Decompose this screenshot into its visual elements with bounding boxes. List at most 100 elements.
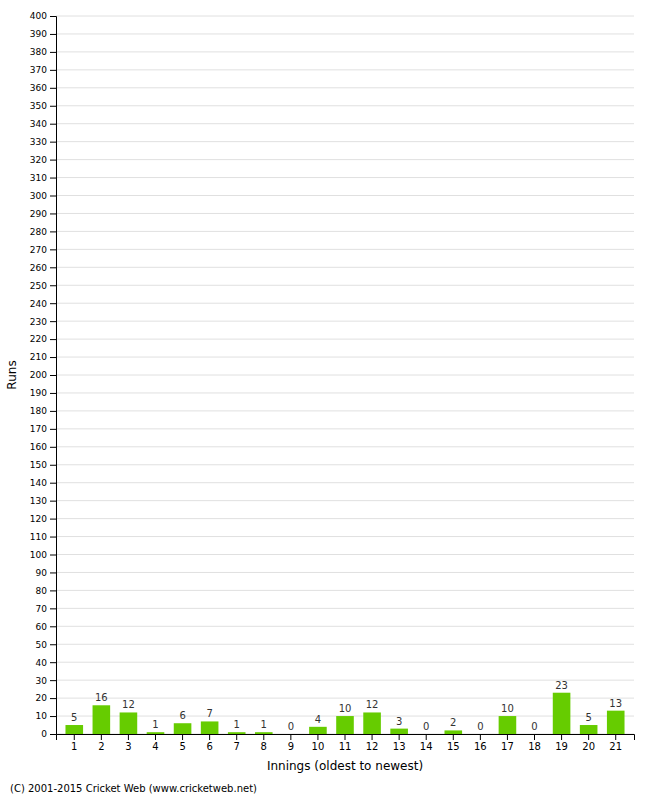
y-tick: 220 <box>30 334 56 344</box>
x-tick-mark <box>561 734 562 740</box>
grid-line <box>56 357 634 358</box>
y-tick-label: 30 <box>36 676 48 686</box>
bar <box>65 725 83 734</box>
x-tick: 13 <box>393 734 406 752</box>
y-tick: 310 <box>30 173 56 183</box>
y-tick-mark <box>50 644 56 645</box>
grid-line <box>56 662 634 663</box>
y-tick-label: 330 <box>30 137 47 147</box>
y-tick-mark <box>50 590 56 591</box>
grid-line <box>56 572 634 573</box>
y-tick-label: 340 <box>30 119 47 129</box>
data-label: 0 <box>477 721 483 732</box>
x-tick-label: 8 <box>261 741 267 752</box>
y-tick: 0 <box>41 729 56 739</box>
plot: 5161216711041012302010023513123456789101… <box>30 11 635 752</box>
x-tick: 16 <box>474 734 487 752</box>
data-label: 3 <box>396 716 402 727</box>
y-tick-mark <box>50 16 56 17</box>
y-tick-mark <box>50 411 56 412</box>
grid-line <box>56 626 634 627</box>
y-tick-label: 90 <box>36 568 48 578</box>
y-tick-label: 370 <box>30 65 47 75</box>
y-tick: 270 <box>30 245 56 255</box>
x-tick: 11 <box>339 734 352 752</box>
x-tick-mark <box>236 734 237 740</box>
x-tick-label: 16 <box>474 741 487 752</box>
y-tick-label: 190 <box>30 388 47 398</box>
bar <box>580 725 598 734</box>
y-tick: 290 <box>30 209 56 219</box>
y-tick-mark <box>50 267 56 268</box>
y-tick: 100 <box>30 550 56 560</box>
y-tick-label: 270 <box>30 245 47 255</box>
y-tick: 30 <box>36 676 56 686</box>
grid-line <box>56 159 634 160</box>
x-axis: 123456789101112131415161718192021 <box>57 734 635 752</box>
grid-line <box>56 680 634 681</box>
x-tick: 21 <box>609 734 622 752</box>
y-tick-label: 180 <box>30 406 47 416</box>
y-tick-label: 60 <box>36 622 48 632</box>
x-tick-mark <box>209 734 210 740</box>
x-tick: 6 <box>206 734 212 752</box>
y-tick-label: 80 <box>36 586 48 596</box>
y-tick-label: 140 <box>30 478 47 488</box>
bar <box>336 716 354 734</box>
x-tick-label: 6 <box>206 741 212 752</box>
grid-line <box>56 554 634 555</box>
data-label: 1 <box>261 719 267 730</box>
bar <box>553 693 571 734</box>
bar <box>201 721 219 734</box>
y-tick: 200 <box>30 370 56 380</box>
y-tick-mark <box>50 626 56 627</box>
x-tick: 1 <box>71 734 77 752</box>
bar <box>228 732 246 734</box>
y-tick-label: 40 <box>36 658 48 668</box>
y-tick: 350 <box>30 101 56 111</box>
y-tick: 380 <box>30 47 56 57</box>
y-tick-mark <box>50 196 56 197</box>
y-tick: 240 <box>30 299 56 309</box>
x-tick: 3 <box>125 734 131 752</box>
x-tick-mark <box>507 734 508 740</box>
bar <box>282 734 300 735</box>
grid-line <box>56 69 634 70</box>
y-tick-label: 260 <box>30 263 47 273</box>
data-label: 5 <box>585 712 591 723</box>
bar <box>309 727 327 734</box>
data-label: 10 <box>501 703 514 714</box>
x-tick-label: 13 <box>393 741 406 752</box>
y-tick-mark <box>50 662 56 663</box>
y-tick-mark <box>50 393 56 394</box>
bars <box>65 693 624 734</box>
x-axis-line <box>57 735 635 741</box>
y-tick-label: 130 <box>30 496 47 506</box>
y-tick-mark <box>50 160 56 161</box>
x-tick-mark <box>372 734 373 740</box>
x-tick: 8 <box>261 734 267 752</box>
x-tick-mark <box>101 734 102 740</box>
bar <box>472 734 490 735</box>
grid-line <box>56 231 634 232</box>
data-label: 0 <box>531 721 537 732</box>
x-tick: 15 <box>447 734 460 752</box>
y-tick-mark <box>50 106 56 107</box>
y-tick: 390 <box>30 29 56 39</box>
y-tick-mark <box>50 88 56 89</box>
grid-line <box>56 16 634 17</box>
grid-line <box>56 608 634 609</box>
data-labels: 5161216711041012302010023513 <box>71 680 622 732</box>
x-tick-label: 11 <box>339 741 352 752</box>
y-tick: 320 <box>30 155 56 165</box>
y-tick-label: 380 <box>30 47 47 57</box>
y-tick: 110 <box>30 532 56 542</box>
grid-line <box>56 33 634 34</box>
y-tick-label: 210 <box>30 352 47 362</box>
grid-line <box>56 518 634 519</box>
x-tick-label: 1 <box>71 741 77 752</box>
y-tick-label: 50 <box>36 640 48 650</box>
grid-line <box>56 249 634 250</box>
x-tick-label: 12 <box>366 741 379 752</box>
grid-line <box>56 267 634 268</box>
